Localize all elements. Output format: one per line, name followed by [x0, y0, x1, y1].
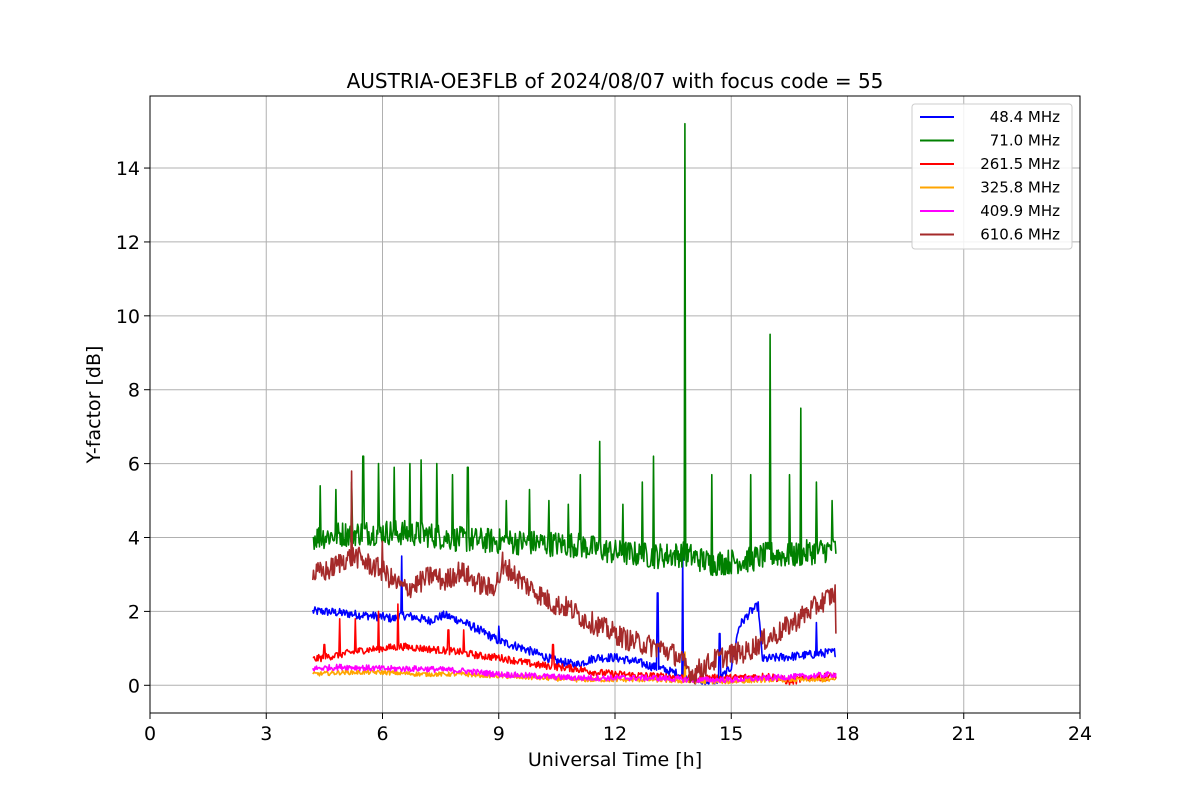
- series-line: [312, 470, 837, 685]
- series-line: [312, 651, 837, 685]
- x-tick-label: 15: [719, 723, 743, 745]
- y-tick-label: 14: [116, 158, 140, 180]
- legend-label: 610.6 MHz: [980, 226, 1060, 244]
- y-tick-label: 10: [116, 306, 140, 328]
- series-line: [312, 122, 837, 577]
- series-line: [312, 663, 837, 684]
- series-line: [312, 555, 836, 686]
- x-tick-label: 18: [835, 723, 859, 745]
- legend-label: 48.4 MHz: [990, 108, 1060, 126]
- legend: 48.4 MHz 71.0 MHz 261.5 MHz 325.8 MHz 409.9 …: [911, 103, 1073, 250]
- legend-label: 325.8 MHz: [980, 179, 1060, 197]
- x-tick-label: 9: [493, 723, 505, 745]
- x-tick-label: 21: [952, 723, 976, 745]
- y-tick-label: 12: [116, 232, 140, 254]
- chart-title: AUSTRIA-OE3FLB of 2024/08/07 with focus …: [347, 69, 884, 93]
- legend-label: 261.5 MHz: [980, 155, 1060, 173]
- x-tick-label: 0: [144, 723, 156, 745]
- y-tick-label: 4: [128, 528, 140, 550]
- x-tick-label: 6: [376, 723, 388, 745]
- y-tick-label: 2: [128, 601, 140, 623]
- x-tick-label: 24: [1068, 723, 1092, 745]
- legend-label: 409.9 MHz: [980, 202, 1060, 220]
- y-tick-label: 6: [128, 454, 140, 476]
- x-tick-label: 12: [603, 723, 627, 745]
- series-line: [312, 603, 837, 686]
- series-lines: [312, 122, 837, 686]
- x-axis-label: Universal Time [h]: [528, 749, 702, 771]
- y-axis-label: Y-factor [dB]: [83, 346, 105, 465]
- legend-label: 71.0 MHz: [990, 132, 1060, 150]
- x-tick-label: 3: [260, 723, 272, 745]
- y-tick-label: 0: [128, 675, 140, 697]
- y-tick-label: 8: [128, 380, 140, 402]
